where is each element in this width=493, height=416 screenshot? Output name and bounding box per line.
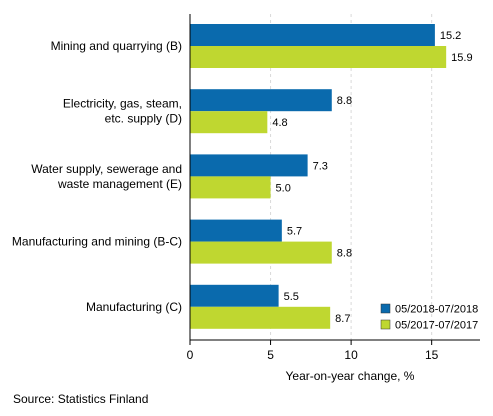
category-labels: Mining and quarrying (B) Electricity, gas… <box>12 39 182 314</box>
bar <box>190 24 435 46</box>
data-label: 15.9 <box>451 52 472 64</box>
data-label: 7.3 <box>313 160 328 172</box>
data-label: 5.7 <box>287 226 302 238</box>
data-label: 8.8 <box>337 248 352 260</box>
bar <box>190 89 332 112</box>
x-ticks: 0 5 10 15 <box>187 340 439 362</box>
bar <box>190 241 332 264</box>
data-label: 5.5 <box>284 291 299 303</box>
x-axis-title: Year-on-year change, % <box>286 369 415 383</box>
source-note: Source: Statistics Finland <box>13 392 149 406</box>
x-tick-label: 5 <box>267 348 274 362</box>
category-label: Manufacturing (C) <box>86 300 182 314</box>
bar <box>190 176 271 199</box>
data-label: 4.8 <box>272 117 287 129</box>
x-tick-label: 0 <box>187 348 194 362</box>
bar <box>190 284 279 307</box>
data-label: 5.0 <box>276 182 291 194</box>
legend-label: 05/2018-07/2018 <box>395 304 478 316</box>
bar <box>190 46 447 68</box>
data-labels: 15.2 15.9 8.8 4.8 7.3 5.0 5.7 8.8 5.5 8.7 <box>272 30 472 325</box>
bar <box>190 154 308 177</box>
legend-swatch <box>380 303 391 314</box>
category-label: Electricity, gas, steam, etc. supply (D) <box>63 97 182 126</box>
bars <box>190 24 447 329</box>
category-label: Water supply, sewerage and waste manageme… <box>31 162 182 191</box>
x-tick-label: 10 <box>344 348 358 362</box>
legend: 05/2018-07/2018 05/2017-07/2017 <box>380 303 478 332</box>
x-tick-label: 15 <box>425 348 439 362</box>
bar <box>190 306 331 329</box>
category-label: Mining and quarrying (B) <box>51 39 182 53</box>
bar <box>190 219 282 242</box>
legend-swatch <box>380 319 391 330</box>
data-label: 15.2 <box>440 30 461 42</box>
bar <box>190 111 268 134</box>
category-label: Manufacturing and mining (B-C) <box>12 235 182 249</box>
data-label: 8.8 <box>337 95 352 107</box>
data-label: 8.7 <box>335 313 350 325</box>
legend-label: 05/2017-07/2017 <box>395 320 478 332</box>
